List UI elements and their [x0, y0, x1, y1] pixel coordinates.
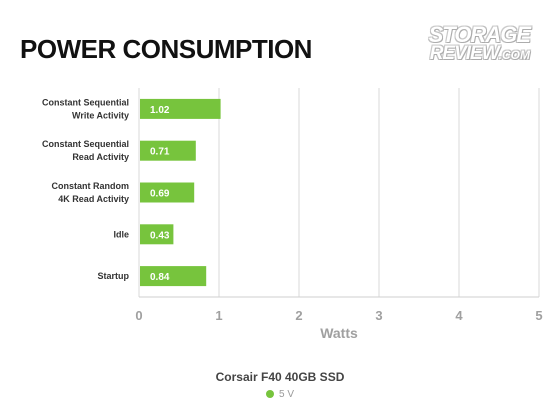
logo-line2: REVIEW.COM	[430, 43, 530, 65]
category-label-line: Read Activity	[72, 152, 129, 162]
bar	[140, 182, 195, 203]
logo-line2-text: REVIEW	[429, 43, 500, 64]
category-label: Constant Random 4K Read Activity	[52, 181, 130, 204]
storagereview-logo: STORAGE REVIEW.COM	[412, 22, 531, 68]
bar	[140, 140, 196, 161]
category-label-line: Idle	[113, 229, 129, 239]
bar-value-label: 0.71	[150, 147, 170, 158]
legend-title: Corsair F40 40GB SSD	[215, 370, 345, 384]
x-tick-label: 0	[135, 308, 142, 323]
bar	[140, 266, 207, 287]
logo-line1: STORAGE	[428, 22, 531, 47]
x-tick-label: 2	[295, 308, 302, 323]
legend-item: 5 V	[0, 389, 560, 400]
logo-suffix: .COM	[498, 48, 530, 62]
category-label-line: Constant Sequential	[42, 97, 129, 107]
bar	[140, 224, 174, 245]
category-label-line: Write Activity	[72, 110, 129, 120]
category-label-line: Startup	[98, 271, 130, 281]
x-tick-label: 1	[215, 308, 222, 323]
bar-value-label: 1.02	[150, 105, 170, 116]
legend-swatch	[265, 390, 274, 398]
x-tick-label: 5	[535, 308, 542, 323]
x-axis-label: Watts	[320, 325, 358, 341]
category-label-line: Constant Sequential	[42, 139, 129, 149]
category-label: Constant Sequential Write Activity	[42, 97, 129, 120]
legend-series-label: 5 V	[278, 389, 294, 400]
bar-value-label: 0.69	[150, 189, 170, 200]
bar-value-label: 0.84	[150, 272, 170, 283]
x-tick-label: 4	[455, 308, 463, 323]
bar	[140, 98, 221, 119]
x-tick-label: 3	[375, 308, 382, 323]
bar-value-label: 0.43	[150, 230, 170, 241]
category-label: Startup	[98, 271, 130, 281]
category-label-line: Constant Random	[52, 181, 130, 191]
category-label: Idle	[113, 229, 129, 239]
category-label-line: 4K Read Activity	[58, 194, 129, 204]
chart-title: POWER CONSUMPTION	[20, 34, 312, 64]
category-label: Constant Sequential Read Activity	[42, 139, 129, 162]
